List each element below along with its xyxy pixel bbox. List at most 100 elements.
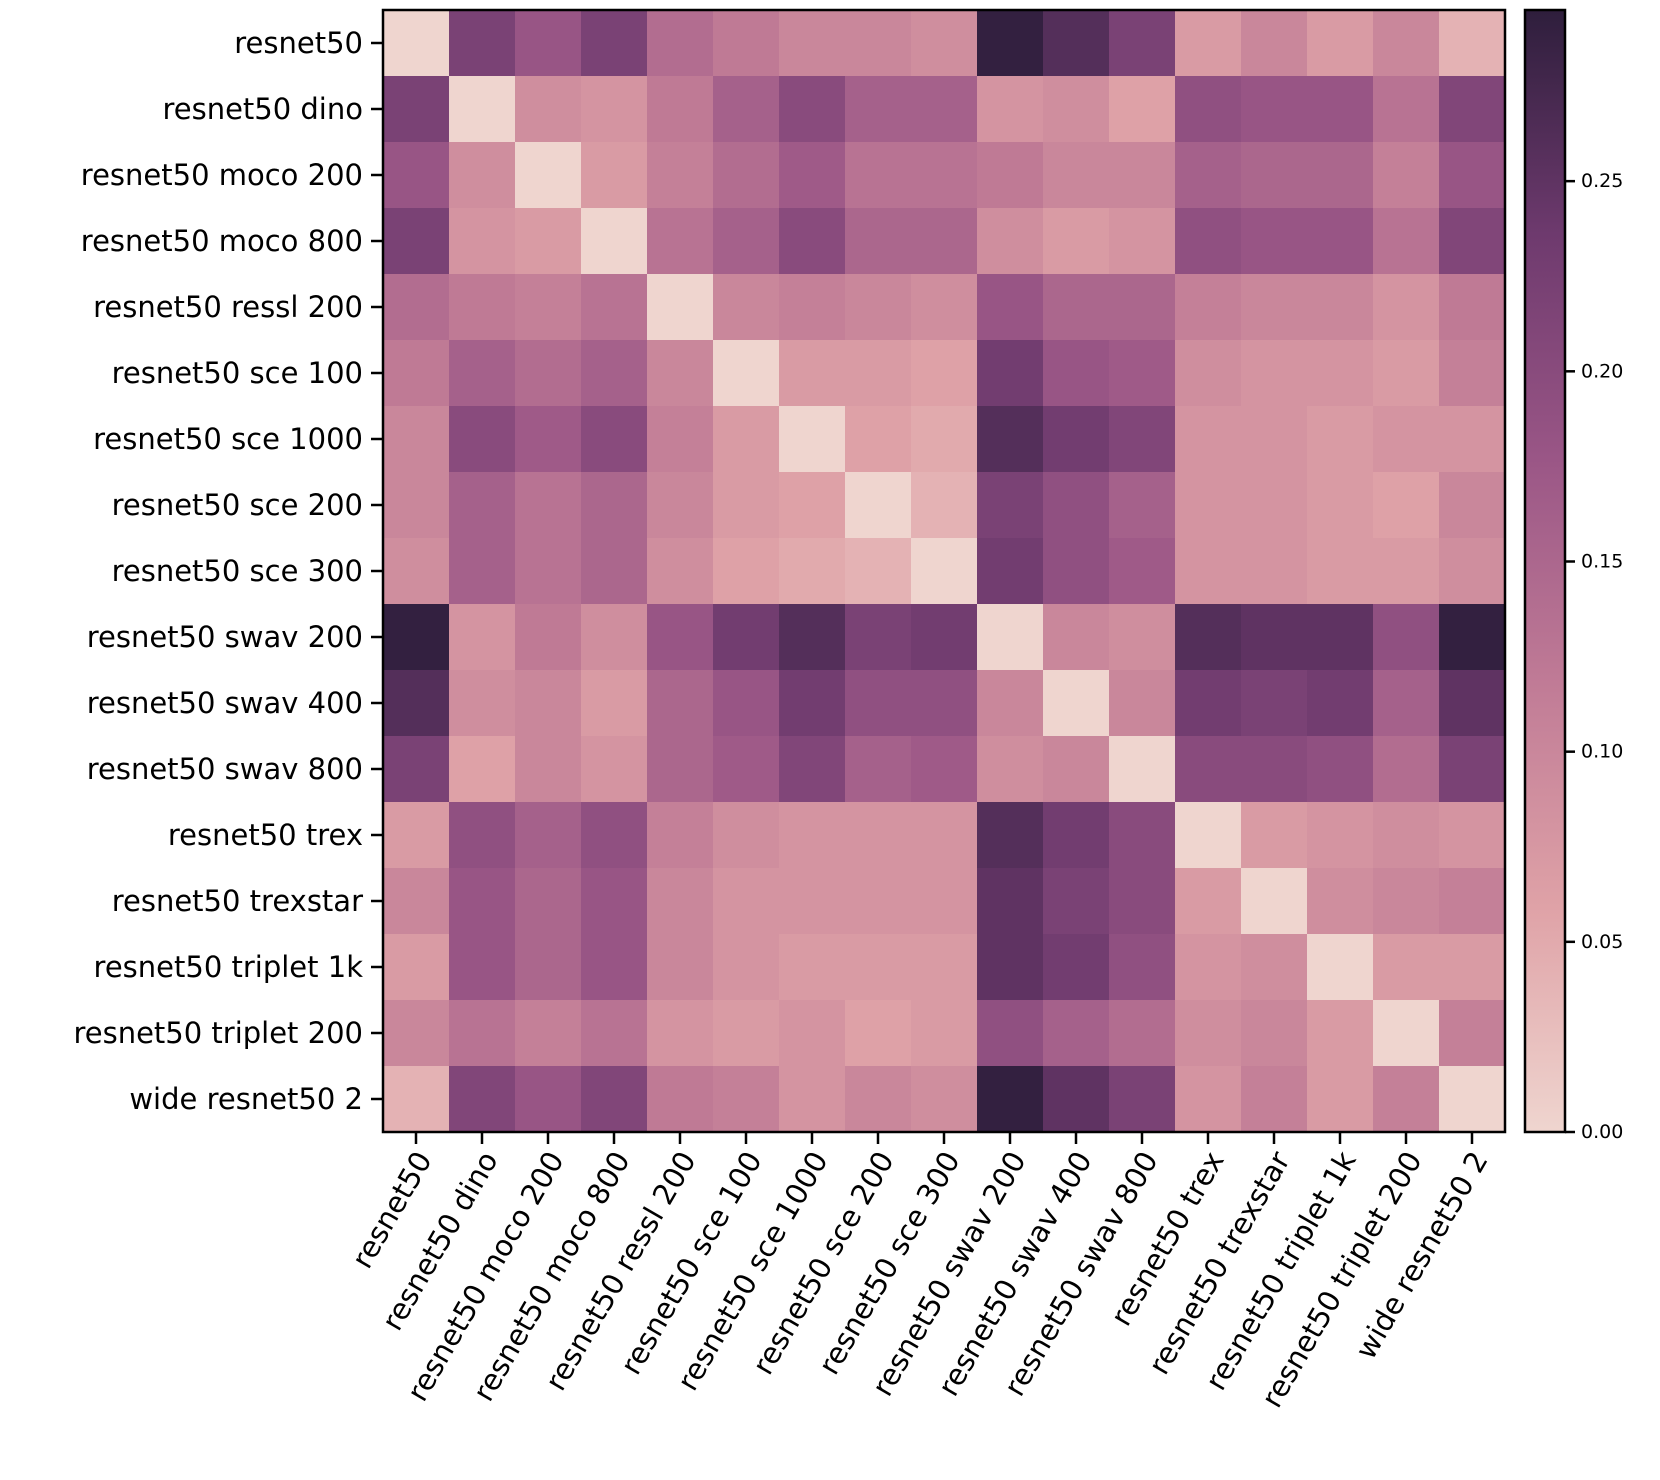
heatmap-cell-r12-c1 <box>449 802 516 869</box>
heatmap-cell-r10-c13 <box>1241 670 1308 737</box>
heatmap-cell-r12-c2 <box>515 802 582 869</box>
heatmap-cell-r2-c5 <box>713 142 780 209</box>
row-label-13: resnet50 trexstar <box>112 884 363 918</box>
heatmap-cell-r1-c15 <box>1373 76 1440 143</box>
heatmap-cell-r16-c5 <box>713 1066 780 1133</box>
heatmap-cell-r3-c14 <box>1307 208 1374 275</box>
heatmap-cell-r15-c2 <box>515 1000 582 1067</box>
heatmap-cell-r5-c16 <box>1439 340 1506 407</box>
heatmap-cell-r3-c12 <box>1175 208 1242 275</box>
heatmap-cell-r10-c4 <box>647 670 714 737</box>
heatmap-cell-r9-c7 <box>845 604 912 671</box>
heatmap-cell-r1-c3 <box>581 76 648 143</box>
heatmap-cell-r13-c5 <box>713 868 780 935</box>
heatmap-cell-r8-c1 <box>449 538 516 605</box>
heatmap-cell-r13-c6 <box>779 868 846 935</box>
heatmap-cell-r16-c4 <box>647 1066 714 1133</box>
colorbar-tick-label-5: 0.25 <box>1581 170 1623 192</box>
row-label-12: resnet50 trex <box>168 818 363 852</box>
heatmap-cell-r4-c2 <box>515 274 582 341</box>
heatmap-cell-r1-c8 <box>911 76 978 143</box>
heatmap-cell-r4-c9 <box>977 274 1044 341</box>
heatmap-cell-r3-c16 <box>1439 208 1506 275</box>
heatmap-cell-r5-c8 <box>911 340 978 407</box>
heatmap-cell-r15-c0 <box>383 1000 450 1067</box>
heatmap-cell-r0-c4 <box>647 10 714 77</box>
heatmap-cell-r9-c16 <box>1439 604 1506 671</box>
heatmap-cell-r6-c11 <box>1109 406 1176 473</box>
heatmap-cell-r14-c14 <box>1307 934 1374 1001</box>
heatmap-cell-r13-c12 <box>1175 868 1242 935</box>
heatmap-cell-r3-c2 <box>515 208 582 275</box>
heatmap-cell-r13-c7 <box>845 868 912 935</box>
heatmap-cell-r4-c1 <box>449 274 516 341</box>
heatmap-cell-r13-c0 <box>383 868 450 935</box>
heatmap-cell-r12-c14 <box>1307 802 1374 869</box>
heatmap-cell-r10-c8 <box>911 670 978 737</box>
heatmap-cell-r3-c13 <box>1241 208 1308 275</box>
heatmap-cell-r3-c4 <box>647 208 714 275</box>
row-label-14: resnet50 triplet 1k <box>94 950 364 984</box>
heatmap-cell-r15-c6 <box>779 1000 846 1067</box>
heatmap-cell-r14-c4 <box>647 934 714 1001</box>
heatmap-cell-r1-c1 <box>449 76 516 143</box>
heatmap-cell-r8-c16 <box>1439 538 1506 605</box>
row-label-2: resnet50 moco 200 <box>81 158 363 192</box>
heatmap-cell-r9-c13 <box>1241 604 1308 671</box>
heatmap-cell-r5-c11 <box>1109 340 1176 407</box>
heatmap-cell-r4-c4 <box>647 274 714 341</box>
heatmap-cell-r13-c4 <box>647 868 714 935</box>
heatmap-cell-r10-c2 <box>515 670 582 737</box>
heatmap-cell-r7-c8 <box>911 472 978 539</box>
colorbar-ticks: 0.00 0.05 0.10 0.15 0.20 0.25 <box>1565 170 1623 1143</box>
heatmap-cell-r16-c11 <box>1109 1066 1176 1133</box>
heatmap-cell-r16-c6 <box>779 1066 846 1133</box>
heatmap-cell-r8-c15 <box>1373 538 1440 605</box>
heatmap-cell-r10-c3 <box>581 670 648 737</box>
heatmap-cell-r5-c10 <box>1043 340 1110 407</box>
heatmap-cell-r13-c14 <box>1307 868 1374 935</box>
heatmap-cell-r6-c7 <box>845 406 912 473</box>
heatmap-cell-r0-c8 <box>911 10 978 77</box>
heatmap-cell-r10-c7 <box>845 670 912 737</box>
heatmap-cell-r12-c15 <box>1373 802 1440 869</box>
heatmap-cell-r6-c8 <box>911 406 978 473</box>
heatmap-cell-r11-c15 <box>1373 736 1440 803</box>
heatmap-cell-r5-c12 <box>1175 340 1242 407</box>
heatmap-cell-r7-c9 <box>977 472 1044 539</box>
heatmap-cell-r1-c16 <box>1439 76 1506 143</box>
heatmap-cell-r3-c10 <box>1043 208 1110 275</box>
heatmap-cell-r10-c10 <box>1043 670 1110 737</box>
heatmap-cell-r11-c5 <box>713 736 780 803</box>
heatmap-cell-r6-c15 <box>1373 406 1440 473</box>
heatmap-cell-r11-c4 <box>647 736 714 803</box>
heatmap-cell-r12-c13 <box>1241 802 1308 869</box>
heatmap-cell-r4-c14 <box>1307 274 1374 341</box>
heatmap-cell-r2-c1 <box>449 142 516 209</box>
heatmap-cell-r5-c2 <box>515 340 582 407</box>
heatmap-cell-r15-c5 <box>713 1000 780 1067</box>
heatmap-cell-r12-c5 <box>713 802 780 869</box>
heatmap-cell-r4-c6 <box>779 274 846 341</box>
heatmap-cell-r5-c9 <box>977 340 1044 407</box>
heatmap-cell-r12-c4 <box>647 802 714 869</box>
heatmap-cell-r3-c1 <box>449 208 516 275</box>
row-label-5: resnet50 sce 100 <box>112 356 363 390</box>
heatmap-cell-r16-c7 <box>845 1066 912 1133</box>
heatmap-cell-r13-c8 <box>911 868 978 935</box>
heatmap-cell-r7-c14 <box>1307 472 1374 539</box>
heatmap-cell-r8-c13 <box>1241 538 1308 605</box>
row-label-9: resnet50 swav 200 <box>87 620 363 654</box>
heatmap-cell-r0-c11 <box>1109 10 1176 77</box>
heatmap-cell-r10-c15 <box>1373 670 1440 737</box>
row-label-15: resnet50 triplet 200 <box>73 1016 363 1050</box>
heatmap-cell-r14-c3 <box>581 934 648 1001</box>
heatmap-cell-r10-c9 <box>977 670 1044 737</box>
heatmap-cell-r13-c9 <box>977 868 1044 935</box>
heatmap-cell-r15-c16 <box>1439 1000 1506 1067</box>
heatmap-cell-r15-c4 <box>647 1000 714 1067</box>
heatmap-cell-r2-c9 <box>977 142 1044 209</box>
heatmap-cell-r4-c15 <box>1373 274 1440 341</box>
heatmap-cell-r11-c0 <box>383 736 450 803</box>
heatmap-cell-r14-c12 <box>1175 934 1242 1001</box>
